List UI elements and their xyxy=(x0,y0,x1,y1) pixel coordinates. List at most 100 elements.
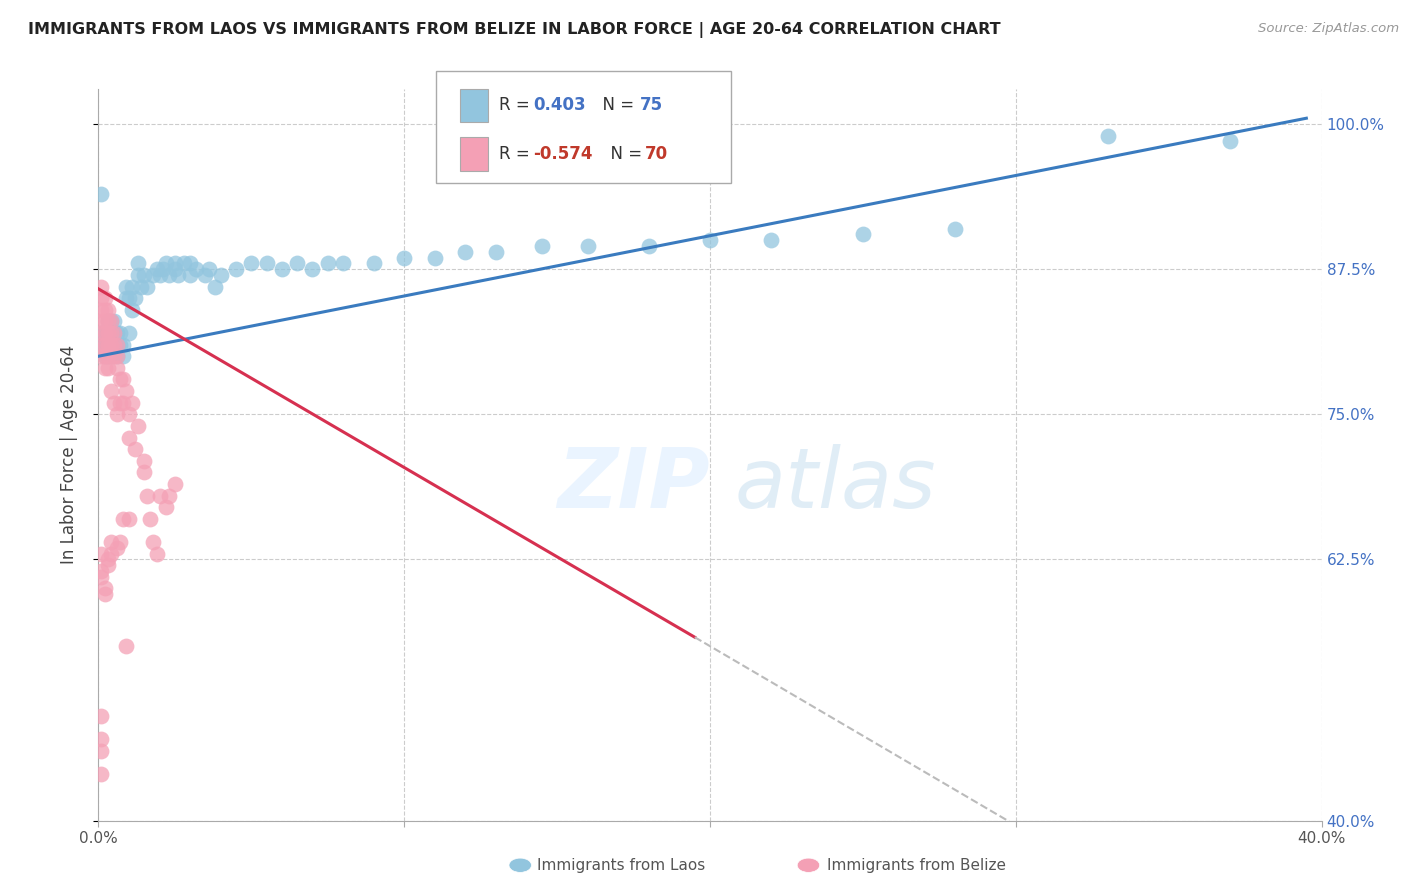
Point xyxy=(134,268,156,282)
Point xyxy=(173,256,195,270)
Point xyxy=(100,337,122,351)
Point xyxy=(115,279,138,293)
Text: N =: N = xyxy=(600,145,648,162)
Point xyxy=(142,535,165,549)
Point xyxy=(108,337,131,351)
Point xyxy=(108,372,131,386)
Point xyxy=(97,302,120,317)
Point xyxy=(285,256,308,270)
Point xyxy=(485,244,508,259)
Point xyxy=(111,372,134,386)
Point xyxy=(90,709,112,723)
Point xyxy=(115,384,138,398)
Point xyxy=(163,256,186,270)
Point xyxy=(134,466,156,480)
Point xyxy=(121,395,143,409)
Point xyxy=(152,262,174,277)
Point xyxy=(759,233,782,247)
Point xyxy=(1097,128,1119,143)
Point xyxy=(118,430,141,444)
Point xyxy=(105,407,128,421)
Point xyxy=(103,337,125,351)
Point xyxy=(103,314,125,328)
Point xyxy=(93,326,115,340)
Point xyxy=(111,395,134,409)
Point xyxy=(332,256,354,270)
Point xyxy=(93,314,115,328)
Point xyxy=(100,314,122,328)
Point xyxy=(127,256,149,270)
Point xyxy=(194,268,217,282)
Point xyxy=(90,564,112,578)
Point xyxy=(197,262,219,277)
Point xyxy=(100,326,122,340)
Point xyxy=(157,268,180,282)
Point xyxy=(105,349,128,363)
Point xyxy=(145,547,167,561)
Point xyxy=(90,337,112,351)
Point xyxy=(111,512,134,526)
Point xyxy=(316,256,339,270)
Y-axis label: In Labor Force | Age 20-64: In Labor Force | Age 20-64 xyxy=(59,345,77,565)
Point xyxy=(108,326,131,340)
Point xyxy=(90,767,112,781)
Point xyxy=(129,279,152,293)
Point xyxy=(240,256,263,270)
Point xyxy=(103,349,125,363)
Point xyxy=(103,326,125,340)
Point xyxy=(115,640,138,654)
Text: R =: R = xyxy=(499,145,536,162)
Point xyxy=(111,349,134,363)
Point xyxy=(97,349,120,363)
Point xyxy=(186,262,208,277)
Text: IMMIGRANTS FROM LAOS VS IMMIGRANTS FROM BELIZE IN LABOR FORCE | AGE 20-64 CORREL: IMMIGRANTS FROM LAOS VS IMMIGRANTS FROM … xyxy=(28,22,1001,38)
Point xyxy=(90,326,112,340)
Point xyxy=(163,477,186,491)
Point xyxy=(90,349,112,363)
Text: atlas: atlas xyxy=(734,443,936,524)
Point xyxy=(204,279,226,293)
Point xyxy=(103,326,125,340)
Point xyxy=(136,279,159,293)
Point xyxy=(155,256,177,270)
Point xyxy=(90,291,112,305)
Point xyxy=(97,337,120,351)
Point xyxy=(105,337,128,351)
Point xyxy=(167,268,190,282)
Text: 75: 75 xyxy=(640,96,662,114)
Point xyxy=(530,239,553,253)
Point xyxy=(93,349,115,363)
Point xyxy=(392,251,416,265)
Point xyxy=(90,732,112,747)
Point xyxy=(454,244,477,259)
Point xyxy=(97,349,120,363)
Point xyxy=(93,582,115,596)
Point xyxy=(118,326,141,340)
Point xyxy=(100,384,122,398)
Text: Immigrants from Belize: Immigrants from Belize xyxy=(827,858,1005,872)
Point xyxy=(97,337,120,351)
Point xyxy=(100,547,122,561)
Point xyxy=(100,349,122,363)
Point xyxy=(209,268,232,282)
Point xyxy=(105,326,128,340)
Point xyxy=(256,256,278,270)
Point xyxy=(118,291,141,305)
Point xyxy=(155,500,177,515)
Point xyxy=(134,454,156,468)
Point xyxy=(97,558,120,573)
Point xyxy=(145,262,167,277)
Point xyxy=(124,442,146,456)
Point xyxy=(93,302,115,317)
Point xyxy=(100,326,122,340)
Point xyxy=(90,337,112,351)
Text: Source: ZipAtlas.com: Source: ZipAtlas.com xyxy=(1258,22,1399,36)
Point xyxy=(90,314,112,328)
Point xyxy=(90,744,112,758)
Point xyxy=(105,349,128,363)
Point xyxy=(90,186,112,201)
Point xyxy=(103,337,125,351)
Point xyxy=(163,262,186,277)
Point xyxy=(179,256,201,270)
Point xyxy=(93,291,115,305)
